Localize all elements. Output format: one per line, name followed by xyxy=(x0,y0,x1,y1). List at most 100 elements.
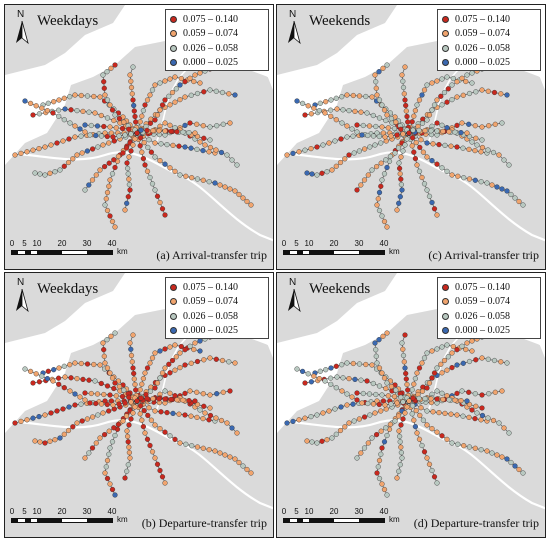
legend-label: 0.026 – 0.058 xyxy=(455,310,510,322)
station-point xyxy=(304,170,310,176)
station-point xyxy=(112,112,118,118)
station-point xyxy=(356,148,363,154)
station-point xyxy=(376,133,382,140)
station-point xyxy=(391,125,398,132)
station-point xyxy=(479,355,485,361)
station-point xyxy=(352,376,358,383)
station-point xyxy=(452,129,458,135)
station-point xyxy=(394,475,400,481)
station-point xyxy=(144,436,151,442)
station-point xyxy=(439,102,445,108)
station-point xyxy=(429,107,435,113)
station-point xyxy=(87,400,93,406)
station-point xyxy=(167,76,173,82)
station-point xyxy=(402,64,408,70)
station-point xyxy=(363,361,369,368)
station-point xyxy=(314,412,320,418)
station-point xyxy=(485,147,491,153)
station-point xyxy=(172,367,178,373)
station-point xyxy=(55,107,62,113)
station-point xyxy=(116,115,123,122)
station-point xyxy=(177,172,183,178)
station-point xyxy=(124,165,131,172)
station-point xyxy=(469,348,475,354)
station-point xyxy=(381,486,388,493)
station-point xyxy=(140,424,147,430)
station-point xyxy=(387,421,394,428)
station-point xyxy=(145,144,151,151)
station-point xyxy=(454,347,460,353)
station-point xyxy=(51,367,57,373)
station-point xyxy=(189,175,195,181)
station-point xyxy=(490,417,497,424)
station-point xyxy=(424,154,430,160)
station-point xyxy=(61,163,67,169)
station-point xyxy=(131,102,137,109)
station-point xyxy=(440,128,446,135)
station-point xyxy=(358,377,364,383)
station-point xyxy=(128,131,134,137)
station-point xyxy=(147,92,153,98)
station-point xyxy=(149,181,156,187)
station-point xyxy=(93,400,99,407)
station-point xyxy=(463,78,469,85)
station-point xyxy=(107,177,113,183)
station-point xyxy=(376,69,382,75)
station-point xyxy=(461,443,467,449)
station-point xyxy=(472,148,478,154)
station-point xyxy=(159,102,166,108)
station-point xyxy=(393,119,399,125)
station-point xyxy=(104,475,111,482)
station-point xyxy=(370,401,377,407)
station-point xyxy=(466,146,472,153)
station-point xyxy=(30,147,36,153)
station-point xyxy=(369,362,375,368)
station-point xyxy=(187,120,193,126)
station-point xyxy=(180,397,186,403)
station-point xyxy=(226,91,232,97)
station-point xyxy=(103,196,109,202)
station-point xyxy=(378,451,384,457)
station-point xyxy=(508,459,514,466)
station-point xyxy=(169,89,176,96)
station-point xyxy=(309,439,315,445)
station-point xyxy=(93,172,99,178)
metro-line xyxy=(124,400,138,479)
station-point xyxy=(401,359,407,365)
station-point xyxy=(120,418,126,424)
legend-swatch xyxy=(170,15,177,23)
station-point xyxy=(333,431,339,437)
station-point xyxy=(473,357,479,363)
station-point xyxy=(89,445,96,451)
scale-segment xyxy=(37,519,62,522)
station-point xyxy=(97,167,103,173)
station-point xyxy=(128,148,134,154)
station-point xyxy=(354,129,360,135)
station-point xyxy=(309,171,315,177)
station-point xyxy=(50,378,56,384)
scale-tick-label: 20 xyxy=(57,239,67,248)
station-point xyxy=(177,440,183,446)
station-point xyxy=(459,388,465,394)
station-point xyxy=(398,450,405,456)
station-point xyxy=(426,380,433,386)
station-point xyxy=(132,136,138,142)
station-point xyxy=(142,102,148,108)
station-point xyxy=(86,377,92,383)
station-point xyxy=(419,360,425,366)
station-point xyxy=(130,64,136,70)
station-point xyxy=(61,95,67,101)
station-point xyxy=(182,412,188,418)
station-point xyxy=(352,108,358,115)
station-point xyxy=(74,152,80,158)
station-point xyxy=(107,124,113,130)
station-point xyxy=(474,410,480,416)
station-point xyxy=(44,107,51,114)
station-point xyxy=(504,92,510,98)
station-point xyxy=(364,110,370,116)
panel-caption: (d) Departure-transfer trip xyxy=(413,516,539,530)
station-point xyxy=(350,133,356,139)
scale-segment xyxy=(309,251,334,254)
station-point xyxy=(124,428,130,434)
station-point xyxy=(448,143,454,149)
